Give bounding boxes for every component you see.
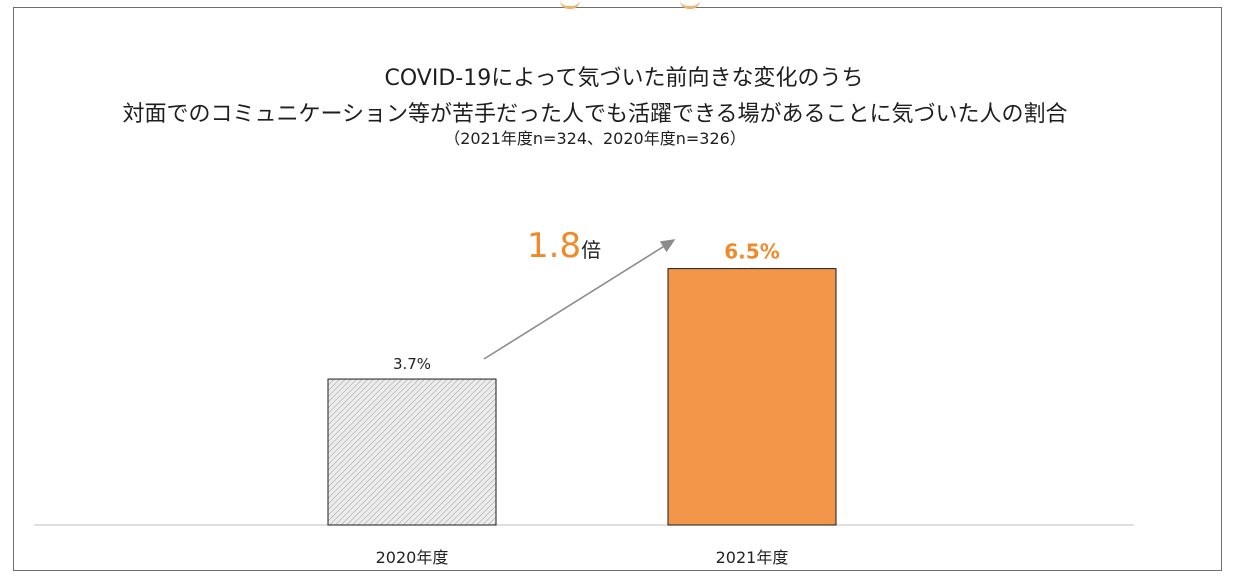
multiplier-unit: 倍 [581, 238, 602, 262]
bar-0 [327, 378, 497, 526]
x-tick-label-0: 2020年度 [376, 548, 449, 567]
chart-subtitle: （2021年度n=324、2020年度n=326） [444, 129, 746, 148]
growth-arrow [483, 239, 676, 360]
x-tick-label-1: 2021年度 [716, 548, 789, 567]
bar-value-label-1: 6.5% [724, 240, 779, 264]
multiplier-value: 1.8 [527, 226, 582, 266]
bar-value-label-0: 3.7% [393, 355, 431, 373]
growth-multiplier: 1.8倍 [527, 226, 601, 266]
chart-frame [13, 7, 1222, 571]
decorative-mark-left [560, 0, 580, 9]
chart-title-line1: COVID-19によって気づいた前向きな変化のうち [384, 66, 864, 91]
chart-title-line2: 対面でのコミュニケーション等が苦手だった人でも活躍できる場があることに気づいた人… [122, 102, 1068, 127]
decorative-mark-right [680, 0, 700, 9]
bar-1 [667, 268, 837, 526]
